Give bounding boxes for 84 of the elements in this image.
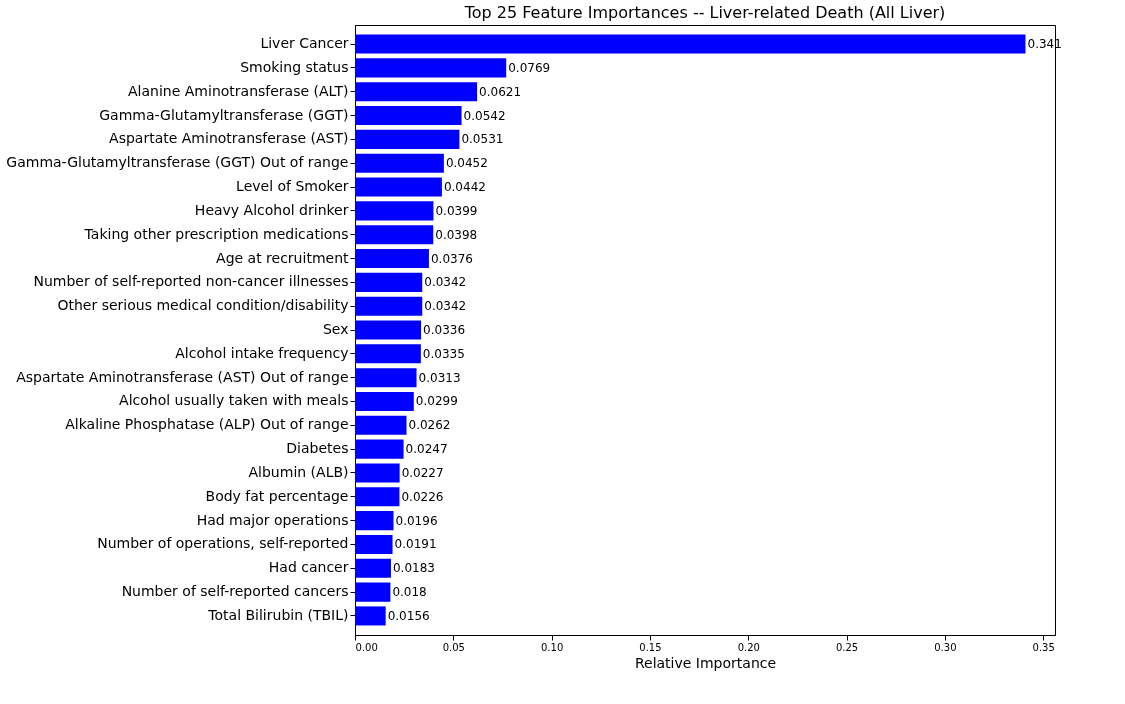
chart-title: Top 25 Feature Importances -- Liver-related Death (All Liver) — [463, 3, 946, 22]
y-tick-label: Level of Smoker — [236, 178, 349, 195]
y-tick-label: Alkaline Phosphatase (ALP) Out of range — [65, 416, 349, 433]
bar — [355, 153, 444, 173]
bar — [355, 558, 391, 578]
data-label: 0.0442 — [443, 180, 486, 195]
bar — [355, 344, 421, 364]
data-label: 0.0342 — [424, 299, 467, 314]
data-label: 0.0247 — [405, 442, 448, 457]
data-label: 0.018 — [392, 585, 427, 600]
data-label: 0.0226 — [401, 489, 444, 504]
bar — [355, 248, 429, 269]
bar — [355, 296, 423, 316]
y-tick-label: Diabetes — [286, 440, 349, 457]
x-tick-label: 0.20 — [737, 641, 760, 653]
data-label: 0.0335 — [422, 346, 465, 361]
x-tick-label: 0.30 — [934, 641, 957, 653]
bar — [355, 487, 400, 507]
data-label: 0.0227 — [401, 465, 444, 480]
bar — [355, 106, 462, 126]
bar — [355, 129, 460, 149]
y-tick-label: Had cancer — [268, 559, 349, 576]
y-tick-label: Alcohol intake frequency — [175, 344, 349, 361]
y-tick-label: Alcohol usually taken with meals — [119, 392, 349, 409]
bar — [355, 201, 434, 221]
y-tick-label: Alanine Aminotransferase (ALT) — [128, 82, 349, 99]
data-label: 0.0183 — [392, 561, 435, 576]
y-tick-label: Smoking status — [240, 58, 349, 75]
data-label: 0.0313 — [418, 370, 461, 385]
y-tick-label: Aspartate Aminotransferase (AST) — [109, 130, 349, 147]
bar — [355, 391, 414, 412]
bar — [355, 511, 394, 531]
x-tick-label: 0.15 — [639, 641, 662, 653]
bar — [355, 225, 434, 245]
y-tick-label: Taking other prescription medications — [83, 225, 349, 242]
y-tick-label: Total Bilirubin (TBIL) — [207, 606, 349, 623]
y-tick-label: Gamma-Glutamyltransferase (GGT) Out of range — [6, 154, 349, 171]
data-label: 0.0399 — [435, 203, 478, 218]
y-tick-label: Aspartate Aminotransferase (AST) Out of range — [16, 368, 349, 385]
data-label: 0.0336 — [423, 323, 466, 337]
bar — [355, 534, 393, 554]
y-tick-label: Had major operations — [196, 511, 349, 528]
bar — [355, 177, 442, 197]
data-label: 0.0299 — [415, 394, 458, 409]
bar — [355, 34, 1026, 54]
bar — [355, 368, 417, 388]
y-tick-label: Number of self-reported non-cancer illnesses — [33, 273, 349, 290]
y-tick-label: Gamma-Glutamyltransferase (GGT) — [99, 106, 349, 123]
data-label: 0.0398 — [435, 227, 478, 242]
bar — [355, 606, 386, 626]
x-axis-title: Relative Importance — [634, 654, 777, 671]
bar — [355, 82, 478, 102]
data-label: 0.0342 — [424, 275, 467, 290]
bar — [355, 463, 400, 483]
bar — [355, 320, 422, 340]
bar — [355, 439, 404, 459]
data-label: 0.0156 — [387, 608, 430, 623]
data-label: 0.0196 — [395, 513, 438, 528]
x-tick-label: 0.05 — [442, 641, 465, 653]
bar — [355, 272, 423, 292]
data-label: 0.0452 — [445, 156, 488, 171]
y-tick-label: Number of operations, self-reported — [97, 535, 349, 552]
data-label: 0.0769 — [508, 60, 551, 75]
bar — [355, 58, 507, 78]
data-label: 0.0621 — [479, 84, 522, 99]
bar — [355, 582, 391, 602]
y-tick-label: Heavy Alcohol drinker — [194, 201, 349, 218]
y-tick-label: Body fat percentage — [205, 487, 349, 504]
x-tick-label: 0.35 — [1032, 641, 1055, 653]
x-tick-label: 0.00 — [355, 641, 378, 653]
x-tick-label: 0.10 — [541, 641, 564, 653]
data-label: 0.0191 — [394, 537, 437, 552]
data-label: 0.0542 — [463, 108, 506, 123]
y-tick-label: Number of self-reported cancers — [121, 583, 349, 600]
data-label: 0.0376 — [430, 251, 473, 266]
y-tick-label: Sex — [322, 321, 349, 337]
bar — [355, 415, 407, 435]
y-tick-label: Age at recruitment — [216, 249, 349, 266]
data-label: 0.0262 — [408, 418, 451, 433]
y-tick-label: Albumin (ALB) — [248, 463, 349, 480]
y-tick-label: Other serious medical condition/disability — [57, 297, 349, 314]
y-tick-label: Liver Cancer — [260, 35, 349, 52]
data-label: 0.0531 — [461, 132, 504, 147]
x-tick-label: 0.25 — [835, 641, 859, 653]
